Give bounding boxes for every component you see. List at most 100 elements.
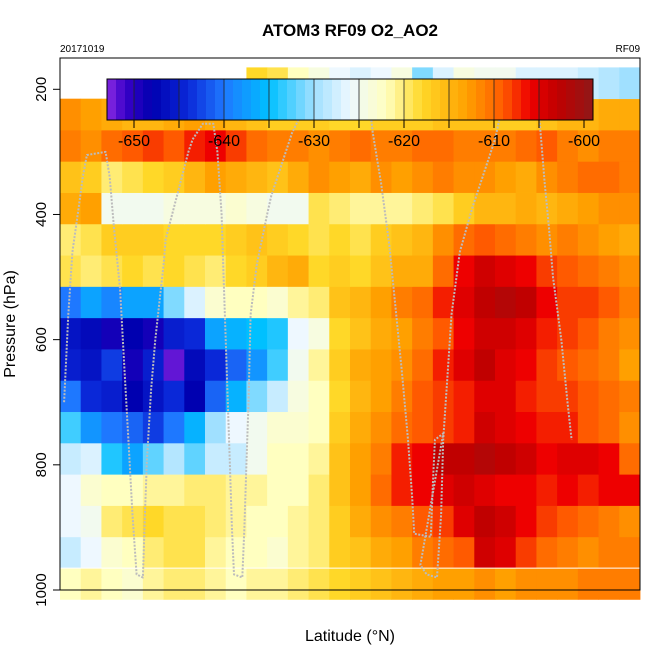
heatmap-cell: [515, 192, 537, 225]
heatmap-cell: [267, 536, 289, 569]
heatmap-cell: [370, 380, 392, 413]
heatmap-cell: [329, 474, 351, 506]
heatmap-cell: [329, 505, 351, 538]
heatmap-cell: [577, 129, 599, 162]
flight-track-line: [63, 82, 573, 579]
heatmap-cell: [495, 223, 517, 256]
heatmap-cell: [598, 286, 620, 319]
chart-title: ATOM3 RF09 O2_AO2: [262, 21, 438, 40]
heatmap-cell: [142, 505, 164, 538]
heatmap-cell: [60, 411, 82, 444]
heatmap-cell: [142, 536, 164, 569]
heatmap-cell: [60, 192, 82, 225]
heatmap-cell: [432, 349, 454, 381]
heatmap-cell: [536, 411, 558, 444]
heatmap-cell: [350, 223, 372, 256]
colorbar-segment: [287, 79, 297, 120]
colorbar-segment: [260, 79, 270, 120]
heatmap-cell: [391, 442, 413, 475]
heatmap-cell: [495, 380, 517, 413]
colorbar-segment: [521, 79, 531, 120]
heatmap-cell: [474, 380, 496, 413]
colorbar-segment: [539, 79, 549, 120]
colorbar-segment: [134, 79, 144, 120]
heatmap-cell: [246, 129, 268, 162]
heatmap-cell: [205, 380, 227, 413]
colorbar-segment: [548, 79, 558, 120]
heatmap-cell: [536, 380, 558, 413]
heatmap-cell: [412, 442, 434, 475]
heatmap-cell: [205, 286, 227, 319]
heatmap-cell: [163, 505, 185, 538]
heatmap-cell: [80, 380, 102, 413]
heatmap-cell: [184, 442, 206, 475]
heatmap-cell: [370, 129, 392, 162]
colorbar-tick-label: -630: [298, 133, 330, 150]
heatmap-cell: [474, 317, 496, 350]
heatmap-cell: [329, 286, 351, 319]
heatmap-cell: [60, 223, 82, 256]
heatmap-cell: [577, 192, 599, 225]
heatmap-cell: [287, 568, 309, 600]
heatmap-cell: [225, 129, 247, 162]
heatmap-cell: [350, 129, 372, 162]
heatmap-cell: [536, 474, 558, 506]
heatmap-cell: [598, 380, 620, 413]
heatmap-cell: [536, 442, 558, 475]
x-axis-label: Latitude (°N): [305, 628, 395, 645]
heatmap-cell: [60, 129, 82, 162]
heatmap-cell: [329, 223, 351, 256]
heatmap-cell: [619, 129, 641, 162]
colorbar-segment: [116, 79, 126, 120]
heatmap-cell: [453, 286, 475, 319]
heatmap-cell: [432, 442, 454, 475]
heatmap-cell: [184, 474, 206, 506]
colorbar-segment: [224, 79, 234, 120]
heatmap-cell: [577, 223, 599, 256]
heatmap-cell: [163, 442, 185, 475]
heatmap-cell: [246, 286, 268, 319]
heatmap-cell: [101, 255, 123, 287]
colorbar-segment: [143, 79, 153, 120]
heatmap-cell: [287, 192, 309, 225]
heatmap-cell: [122, 349, 144, 381]
colorbar-segment: [215, 79, 225, 120]
heatmap-cell: [350, 192, 372, 225]
heatmap-cell: [163, 255, 185, 287]
heatmap-cell: [370, 411, 392, 444]
heatmap-cell: [619, 505, 641, 538]
heatmap-cell: [370, 568, 392, 600]
y-tick-label: 600: [33, 327, 50, 352]
heatmap-cell: [225, 411, 247, 444]
heatmap-cell: [536, 161, 558, 193]
heatmap-cell: [163, 474, 185, 506]
colorbar-segment: [404, 79, 414, 120]
heatmap-cell: [163, 411, 185, 444]
heatmap-cell: [619, 192, 641, 225]
colorbar-segment: [575, 79, 585, 120]
heatmap-cell: [412, 411, 434, 444]
heatmap-cell: [557, 192, 579, 225]
colorbar-segment: [530, 79, 540, 120]
heatmap-cell: [495, 161, 517, 193]
heatmap-cell: [329, 442, 351, 475]
heatmap-cell: [80, 349, 102, 381]
heatmap-cell: [515, 286, 537, 319]
y-axis-label: Pressure (hPa): [2, 270, 19, 378]
heatmap-cell: [287, 223, 309, 256]
heatmap-cell: [391, 568, 413, 600]
heatmap-cell: [329, 161, 351, 193]
heatmap-cell: [122, 223, 144, 256]
plot-frame: [59, 57, 641, 591]
heatmap-cell: [329, 568, 351, 600]
heatmap-cell: [495, 349, 517, 381]
heatmap-cell: [122, 161, 144, 193]
colorbar-segment: [566, 79, 576, 120]
heatmap-cell: [391, 317, 413, 350]
heatmap-cell: [142, 568, 164, 600]
colorbar-segment: [314, 79, 324, 120]
heatmap-cell: [163, 161, 185, 193]
date-label: 20171019: [60, 44, 105, 55]
y-tick-label: 200: [33, 77, 50, 102]
